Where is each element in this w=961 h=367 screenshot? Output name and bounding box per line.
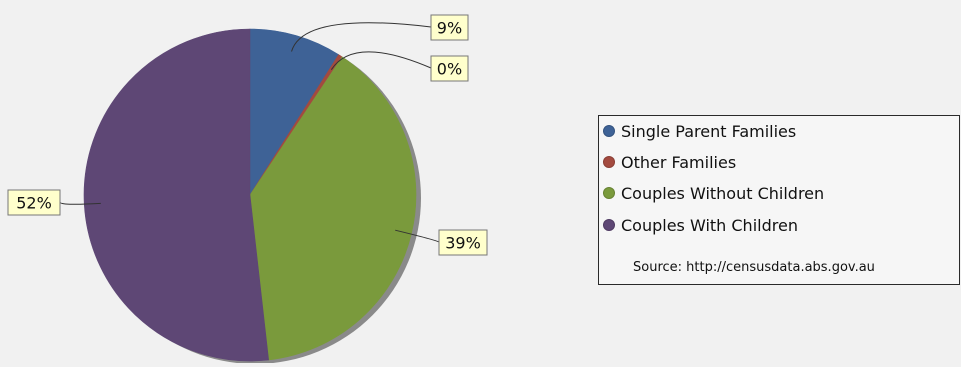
slice-label-other-families: 0% — [430, 55, 469, 82]
slice-label-text: 0% — [437, 60, 462, 79]
slice-label-box — [438, 229, 488, 256]
slice-label-couples-without-children: 39% — [438, 229, 488, 256]
label-leader-other-families — [330, 51, 432, 70]
legend: Single Parent Families Other Families Co… — [598, 115, 960, 285]
pie-slice-single-parent-families — [249, 28, 340, 197]
source-note: Source: http://censusdata.abs.gov.au — [633, 260, 875, 275]
legend-label: Single Parent Families — [621, 121, 797, 141]
slice-label-box — [430, 55, 469, 82]
legend-item-couples-with-children: Couples With Children — [603, 214, 798, 236]
legend-label: Other Families — [621, 152, 737, 172]
legend-label: Couples With Children — [621, 215, 798, 235]
legend-label: Couples Without Children — [621, 183, 825, 203]
slice-label-text: 39% — [445, 234, 481, 253]
slice-label-box — [430, 14, 469, 41]
slice-label-single-parent-families: 9% — [430, 14, 469, 41]
legend-swatch-couples-with-children — [603, 219, 615, 231]
label-leader-couples-without-children — [395, 229, 440, 243]
legend-swatch-other-families — [603, 156, 615, 168]
legend-swatch-couples-without-children — [603, 187, 615, 199]
legend-item-single-parent-families: Single Parent Families — [603, 120, 796, 142]
pie-slices — [83, 28, 417, 362]
slice-label-box — [7, 189, 61, 216]
label-leaders — [59, 22, 440, 243]
slice-label-couples-with-children: 52% — [7, 189, 61, 216]
slice-label-text: 9% — [437, 19, 462, 38]
slice-labels: 9% 0% 39% 52% — [7, 14, 488, 256]
legend-item-other-families: Other Families — [603, 151, 736, 173]
legend-item-couples-without-children: Couples Without Children — [603, 182, 824, 204]
label-leader-single-parent-families — [291, 22, 432, 52]
slice-label-text: 52% — [16, 194, 52, 213]
pie-slice-couples-with-children — [83, 28, 269, 362]
legend-swatch-single-parent-families — [603, 125, 615, 137]
